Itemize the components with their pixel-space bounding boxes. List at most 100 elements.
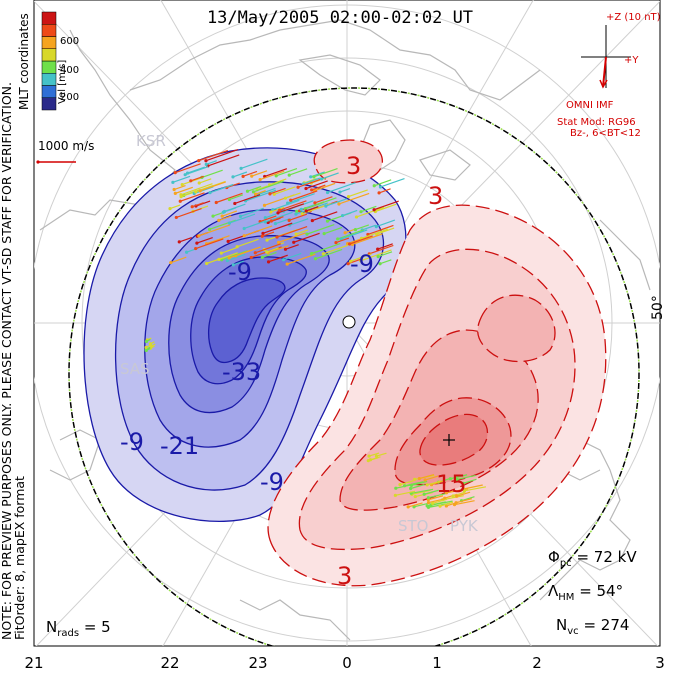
vector-origin [238,214,243,218]
colorbar-segment [41,36,57,49]
velocity-vector [209,183,234,194]
colorbar-tick-400: 400 [60,65,80,76]
vector-origin [299,207,303,211]
vector-origin [438,504,442,508]
velocity-vector [270,206,285,213]
velocity-vector [419,473,435,480]
vector-origin [281,258,286,262]
velocity-vector [256,185,268,191]
velocity-vector [176,208,202,218]
vector-origin [423,478,427,482]
vector-origin [262,203,267,207]
velocity-vector [315,248,343,260]
vector-origin [417,476,421,481]
velocity-vector [361,228,388,239]
vector-origin [171,180,175,184]
vector-origin [273,222,278,226]
velocity-vector [179,236,193,243]
contour-label: 3 [346,152,362,180]
vector-origin [393,493,397,497]
hm-boundary [68,87,640,646]
colorbar-tick-200: 200 [60,92,80,103]
vector-origin [198,189,202,193]
velocity-vector [236,238,259,248]
colorbar-tick-600: 600 [60,36,80,47]
vector-origin [184,250,189,254]
vector-origin [268,192,272,196]
velocity-vector [169,204,181,210]
velocity-vector [464,486,487,492]
velocity-vector [306,206,319,212]
velocity-vector [229,194,244,201]
vector-origin [292,240,296,244]
velocity-vector [399,480,414,486]
velocity-vector [376,452,387,457]
velocity-vector [180,183,213,196]
velocity-vector [198,224,231,237]
velocity-vector [276,168,298,177]
vector-origin [376,247,380,251]
contour-label: -33 [222,358,262,386]
vector-origin [260,234,264,238]
velocity-vector [229,213,256,224]
velocity-vector [226,182,240,189]
velocity-vector [303,177,321,185]
velocity-vector [285,244,299,250]
velocity-colorbar [41,11,57,111]
contour-label: 3 [428,182,444,210]
velocity-vector [428,495,444,501]
velocity-vector [262,222,293,234]
vector-origin [426,500,431,505]
velocity-vector [233,260,245,266]
vector-origin [377,191,381,195]
velocity-vector [223,207,237,213]
velocity-vector [300,204,315,210]
velocity-vector [313,167,338,178]
velocity-vector [198,149,229,162]
velocity-vector [285,192,301,199]
vector-origin [296,185,300,189]
velocity-vector [271,216,284,222]
mlt-tick: 23 [248,654,268,672]
velocity-vector [206,160,217,165]
vector-origin [275,235,279,239]
velocity-vector [289,218,309,226]
vector-origin [325,190,330,195]
vector-origin [226,239,230,243]
vector-origin [214,200,218,205]
velocity-vector [369,244,394,255]
vector-origin [412,477,417,481]
velocity-vector [424,475,439,481]
velocity-vector [218,252,238,260]
vector-origin [208,191,212,195]
velocity-vector [408,502,423,508]
velocity-vector [373,200,399,211]
vector-origin [322,232,326,236]
velocity-vector [286,253,316,265]
velocity-vector [184,166,209,176]
vector-origin [197,181,201,185]
velocity-vector [209,219,237,230]
velocity-vector [314,182,336,192]
vector-origin [260,255,264,259]
velocity-vector [323,226,343,235]
velocity-vector [269,178,287,186]
velocity-vector [234,194,261,205]
velocity-vector [255,187,276,196]
stat-model: Stat Mod: RG96 [557,117,636,128]
velocity-vector [362,224,377,231]
velocity-vector [456,474,476,481]
vector-origin [197,234,201,238]
vector-origin [272,192,276,196]
velocity-vector [207,154,240,167]
velocity-vector [426,480,442,486]
velocity-vector [251,170,268,177]
vector-origin [455,477,459,482]
vector-origin [241,174,245,178]
velocity-vector [279,200,307,211]
velocity-vector [427,501,446,507]
velocity-vector [305,197,337,210]
radar-label-ksr: KSR [136,132,166,150]
velocity-vector [227,253,246,262]
velocity-vector [342,209,358,217]
